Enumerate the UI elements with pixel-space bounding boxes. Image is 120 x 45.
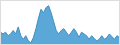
chart-container	[0, 0, 120, 45]
chart-svg	[0, 0, 120, 45]
line	[1, 6, 120, 43]
area	[1, 6, 120, 45]
plot-area	[1, 6, 120, 45]
plot-frame	[1, 1, 120, 45]
